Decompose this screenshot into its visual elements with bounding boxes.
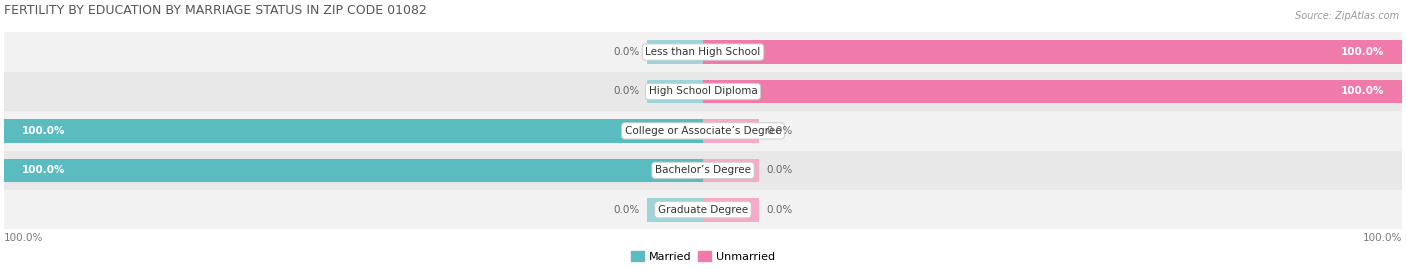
Bar bbox=[703, 198, 759, 222]
Text: FERTILITY BY EDUCATION BY MARRIAGE STATUS IN ZIP CODE 01082: FERTILITY BY EDUCATION BY MARRIAGE STATU… bbox=[4, 4, 427, 17]
Bar bbox=[4, 151, 1402, 190]
Text: 100.0%: 100.0% bbox=[1341, 87, 1385, 97]
Text: 100.0%: 100.0% bbox=[21, 126, 65, 136]
Bar bbox=[4, 32, 1402, 72]
Bar bbox=[647, 198, 703, 222]
Text: Source: ZipAtlas.com: Source: ZipAtlas.com bbox=[1295, 11, 1399, 21]
Bar bbox=[4, 190, 1402, 229]
Text: 0.0%: 0.0% bbox=[766, 205, 792, 215]
Bar bbox=[703, 119, 759, 143]
Text: 0.0%: 0.0% bbox=[614, 205, 640, 215]
Text: 0.0%: 0.0% bbox=[614, 47, 640, 57]
Bar bbox=[703, 158, 759, 182]
Text: Graduate Degree: Graduate Degree bbox=[658, 205, 748, 215]
Bar bbox=[703, 80, 1402, 103]
Text: Bachelor’s Degree: Bachelor’s Degree bbox=[655, 165, 751, 175]
Bar bbox=[703, 40, 1402, 64]
Text: College or Associate’s Degree: College or Associate’s Degree bbox=[624, 126, 782, 136]
Bar bbox=[4, 72, 1402, 111]
Text: 0.0%: 0.0% bbox=[766, 126, 792, 136]
Bar bbox=[647, 80, 703, 103]
Bar bbox=[4, 158, 703, 182]
Bar bbox=[4, 111, 1402, 151]
Text: 100.0%: 100.0% bbox=[1362, 233, 1402, 243]
Bar bbox=[647, 40, 703, 64]
Text: 100.0%: 100.0% bbox=[4, 233, 44, 243]
Text: High School Diploma: High School Diploma bbox=[648, 87, 758, 97]
Text: 0.0%: 0.0% bbox=[614, 87, 640, 97]
Bar bbox=[4, 119, 703, 143]
Legend: Married, Unmarried: Married, Unmarried bbox=[627, 247, 779, 266]
Text: 100.0%: 100.0% bbox=[1341, 47, 1385, 57]
Text: Less than High School: Less than High School bbox=[645, 47, 761, 57]
Text: 0.0%: 0.0% bbox=[766, 165, 792, 175]
Text: 100.0%: 100.0% bbox=[21, 165, 65, 175]
